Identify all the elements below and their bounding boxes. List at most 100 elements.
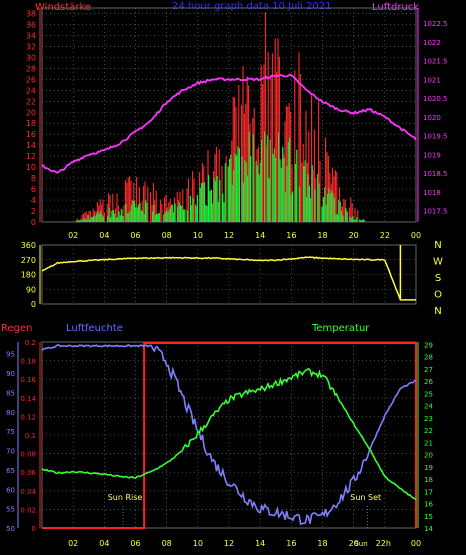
- wind-tick-label: 16: [26, 130, 36, 139]
- wind-tick-label: 34: [26, 31, 36, 40]
- temperature-tick-label: 16: [424, 501, 433, 509]
- pressure-tick-label: 1022.5: [423, 20, 448, 28]
- temperature-tick-label: 25: [424, 390, 433, 398]
- wind-tick-label: 20: [26, 108, 36, 117]
- humidity-label: Luftfeuchte: [66, 323, 123, 334]
- time-tick-label: 10: [193, 539, 203, 548]
- temperature-tick-label: 17: [424, 488, 433, 496]
- temperature-tick-label: 26: [424, 378, 433, 386]
- time-tick-label: 20: [349, 539, 359, 548]
- compass-label: O: [434, 290, 442, 301]
- temperature-tick-label: 19: [424, 464, 433, 472]
- wind-tick-label: 38: [26, 9, 36, 18]
- temperature-tick-label: 29: [424, 341, 433, 349]
- time-tick-label: 12: [224, 539, 234, 548]
- temperature-tick-label: 18: [424, 476, 433, 484]
- rain-tick-label: 0.06: [20, 469, 36, 477]
- time-tick-label: 14: [255, 539, 265, 548]
- time-tick-label: 22: [380, 231, 390, 240]
- direction-tick-label: 180: [21, 271, 36, 280]
- time-tick-label: 02: [68, 231, 78, 240]
- rain-tick-label: 0.04: [20, 488, 36, 496]
- pressure-tick-label: 1021.5: [423, 58, 448, 66]
- temperature-tick-label: 28: [424, 354, 433, 362]
- compass-label: N: [434, 240, 441, 251]
- pressure-tick-label: 1022: [423, 39, 441, 47]
- time-tick-label: 18: [317, 539, 327, 548]
- temperature-tick-label: 23: [424, 415, 433, 423]
- humidity-tick-label: 65: [6, 467, 15, 475]
- pressure-tick-label: 1019: [423, 151, 441, 159]
- humidity-tick-label: 60: [6, 486, 15, 494]
- wind-tick-label: 12: [26, 152, 36, 161]
- temperature-tick-label: 20: [424, 452, 433, 460]
- rain-tick-label: 0.1: [25, 432, 36, 440]
- sun-time-label: 22h: [376, 539, 391, 548]
- temperature-label: Temperatur: [311, 323, 370, 334]
- time-tick-label: 10: [193, 231, 203, 240]
- wind-tick-label: 24: [26, 86, 36, 95]
- pressure-tick-label: 1021: [423, 76, 441, 84]
- humidity-series-line: [41, 344, 417, 526]
- rain-tick-label: 0: [32, 525, 36, 533]
- rain-tick-label: 0.08: [20, 451, 36, 459]
- humidity-tick-label: 85: [6, 389, 15, 397]
- wind-tick-label: 6: [31, 185, 36, 194]
- humidity-tick-label: 80: [6, 409, 15, 417]
- humidity-tick-label: 70: [6, 448, 15, 456]
- wind-tick-label: 28: [26, 64, 36, 73]
- rain-tick-label: 0.12: [20, 413, 36, 421]
- time-tick-label: 02: [68, 539, 78, 548]
- time-tick-label: 12: [224, 231, 234, 240]
- temperature-tick-label: 24: [424, 403, 433, 411]
- humidity-tick-label: 50: [6, 525, 15, 533]
- time-tick-label: 16: [286, 231, 296, 240]
- temperature-tick-label: 27: [424, 366, 433, 374]
- wind-tick-label: 18: [26, 119, 36, 128]
- direction-tick-label: 270: [21, 256, 36, 265]
- temperature-series-line: [41, 367, 417, 501]
- direction-tick-label: 90: [26, 285, 36, 294]
- time-tick-label: 08: [162, 231, 172, 240]
- humidity-tick-label: 75: [6, 428, 15, 436]
- time-tick-label: 00: [411, 231, 421, 240]
- humidity-tick-label: 90: [6, 370, 15, 378]
- sunrise-annotation: Sun Rise: [108, 493, 143, 502]
- direction-tick-label: 360: [21, 241, 36, 250]
- direction-series-line: [41, 245, 416, 301]
- wind-tick-label: 32: [26, 42, 36, 51]
- sun-time-label: Sun: [354, 540, 367, 548]
- time-tick-label: 00: [411, 539, 421, 548]
- wind-tick-label: 0: [31, 218, 36, 227]
- wind-tick-label: 36: [26, 20, 36, 29]
- compass-label: N: [434, 306, 441, 317]
- pressure-tick-label: 1019.5: [423, 133, 448, 141]
- rain-tick-label: 0.02: [20, 506, 36, 514]
- pressure-tick-label: 1020: [423, 114, 441, 122]
- chart-title: 24 hour graph data 10 Juli 2021: [172, 1, 332, 12]
- wind-tick-label: 30: [26, 53, 36, 62]
- wind-tick-label: 8: [31, 174, 36, 183]
- pressure-tick-label: 1020.5: [423, 95, 448, 103]
- time-tick-label: 20: [349, 231, 359, 240]
- rain-tick-label: 0.18: [20, 358, 36, 366]
- compass-label: W: [433, 257, 443, 268]
- pressure-tick-label: 1018.5: [423, 170, 448, 178]
- time-tick-label: 18: [317, 231, 327, 240]
- time-tick-label: 08: [162, 539, 172, 548]
- pressure-series-line: [41, 73, 417, 174]
- rain-tick-label: 0.2: [25, 339, 36, 347]
- temperature-tick-label: 22: [424, 427, 433, 435]
- time-tick-label: 06: [130, 231, 140, 240]
- temperature-tick-label: 14: [424, 525, 433, 533]
- wind-tick-label: 14: [26, 141, 36, 150]
- rain-tick-label: 0.14: [20, 395, 36, 403]
- temperature-tick-label: 21: [424, 439, 433, 447]
- time-tick-label: 04: [99, 539, 109, 548]
- temperature-tick-label: 15: [424, 513, 433, 521]
- humidity-tick-label: 95: [6, 351, 15, 359]
- time-tick-label: 14: [255, 231, 265, 240]
- time-tick-label: 16: [286, 539, 296, 548]
- rain-tick-label: 0.16: [20, 376, 36, 384]
